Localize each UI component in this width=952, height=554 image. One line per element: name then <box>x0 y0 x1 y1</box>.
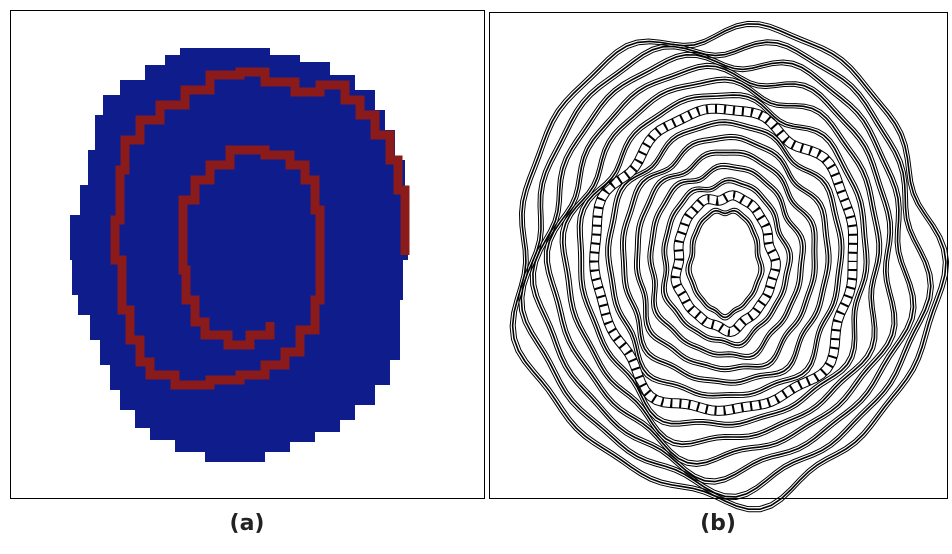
panel-label: (a) <box>230 511 265 536</box>
panel-label: (b) <box>700 511 736 536</box>
figure: (a) (b) <box>0 0 952 554</box>
